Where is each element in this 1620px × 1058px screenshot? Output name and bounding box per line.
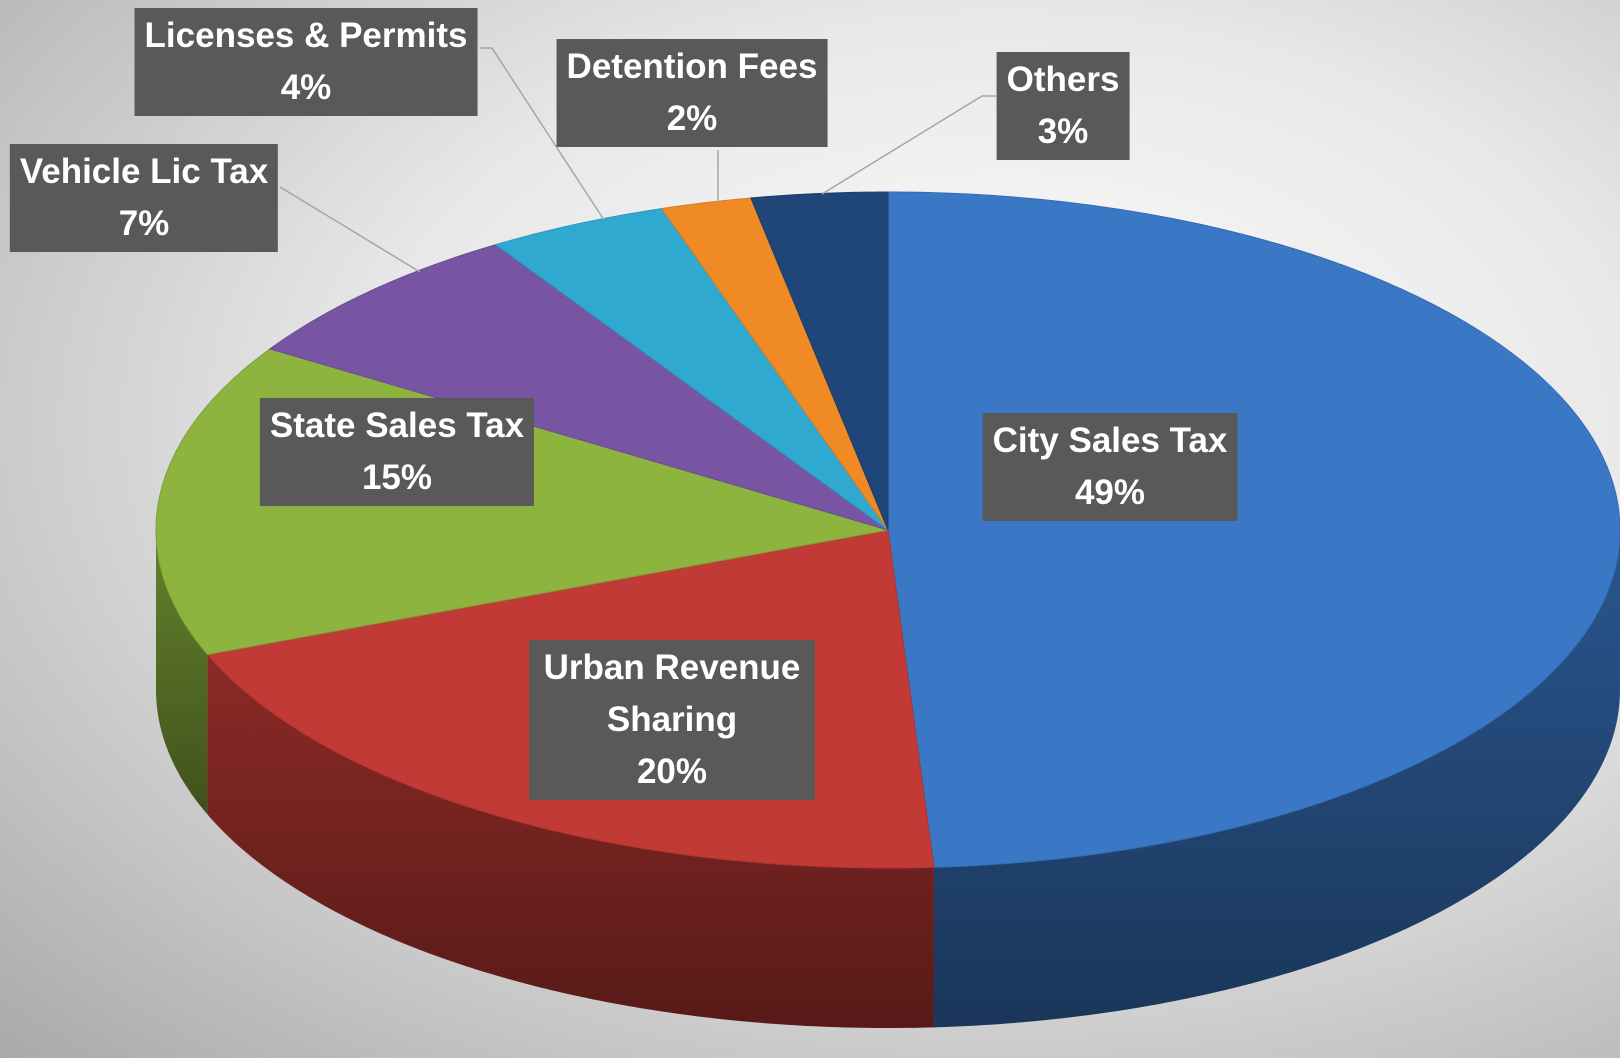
data-label: Others 3%: [996, 52, 1130, 160]
pie-sides: [156, 530, 1620, 1028]
data-label: Urban Revenue Sharing 20%: [529, 640, 815, 800]
pie-side: [156, 530, 208, 815]
pie-side: [933, 530, 1620, 1028]
value-label: 20%: [636, 752, 708, 791]
data-label: Detention Fees 2%: [556, 39, 828, 147]
data-label: Vehicle Lic Tax 7%: [9, 144, 279, 252]
pie-slice: [750, 191, 889, 531]
category-label: City Sales Tax: [992, 421, 1228, 460]
value-label: 49%: [1074, 473, 1146, 512]
pie-tops: [155, 191, 1620, 869]
data-label: State Sales Tax 15%: [259, 398, 535, 506]
category-label: Vehicle Lic Tax: [19, 152, 269, 191]
pie-slice: [494, 208, 889, 531]
value-label: 7%: [118, 204, 170, 243]
value-label: 3%: [1037, 112, 1089, 151]
category-label: State Sales Tax: [269, 406, 525, 445]
category-label: Others: [1006, 60, 1120, 99]
pie-side: [207, 654, 934, 1028]
leader-line: [821, 95, 996, 195]
pie-slice: [268, 244, 889, 531]
leader-lines: [279, 47, 996, 273]
leader-line: [480, 47, 605, 221]
category-label: Licenses & Permits: [144, 16, 468, 55]
leader-line: [279, 186, 421, 273]
value-label: 4%: [280, 68, 332, 107]
value-label: 15%: [361, 458, 433, 497]
data-label: Licenses & Permits 4%: [134, 8, 478, 116]
category-label: Detention Fees: [566, 47, 818, 86]
pie-slice: [660, 197, 889, 531]
category-label: Urban Revenue Sharing: [543, 648, 801, 739]
data-label: City Sales Tax 49%: [982, 413, 1238, 521]
value-label: 2%: [666, 99, 718, 138]
